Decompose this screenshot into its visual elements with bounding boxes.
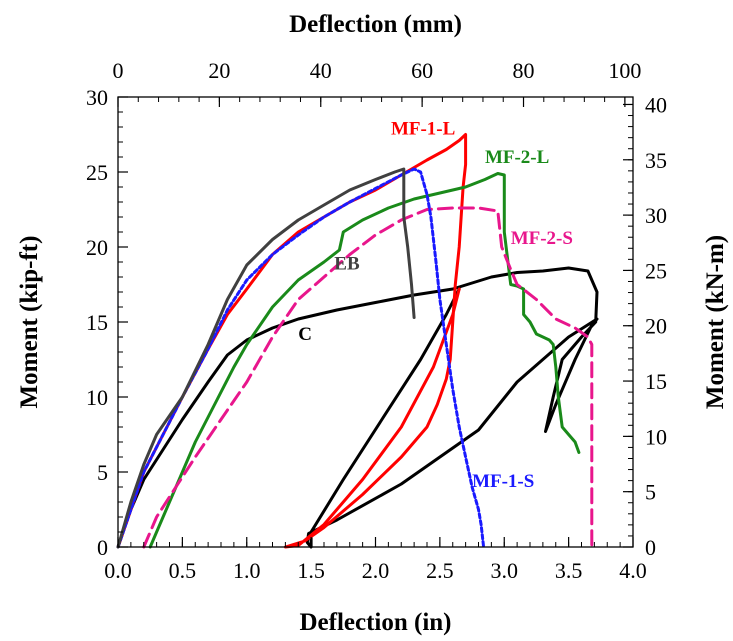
x-tick-label: 0.0: [104, 558, 132, 583]
x2-tick-label: 20: [208, 58, 230, 83]
x-tick-label: 3.0: [491, 558, 519, 583]
y2-tick-label: 0: [645, 535, 656, 560]
series-line-mf-1-l: [116, 133, 468, 549]
series-label-mf-1-s: MF-1-S: [472, 471, 534, 492]
top-x-axis-title: Deflection (mm): [289, 11, 462, 38]
annotations-layer: MF-1-L MF-2-L MF-2-S EB C MF-1-S: [298, 119, 573, 493]
x-tick-label: 4.0: [619, 558, 647, 583]
y-tick-label: 5: [97, 460, 108, 485]
series-label-mf-2-s: MF-2-S: [511, 228, 573, 249]
x2-tick-label: 40: [310, 58, 332, 83]
y2-tick-label: 5: [645, 480, 656, 505]
y-tick-label: 10: [86, 385, 108, 410]
x-tick-label: 0.5: [169, 558, 197, 583]
y-tick-label: 30: [86, 85, 108, 110]
labels-layer: 0.0 0.5 1.0 1.5 2.0 2.5 3.0 3.5 4.00 20 40 60 80 1000…: [86, 58, 667, 583]
series-line-mf-2-l: [148, 172, 581, 549]
series-label-c: C: [298, 324, 312, 345]
x-tick-label: 2.0: [362, 558, 390, 583]
y2-tick-label: 40: [645, 92, 667, 117]
series-label-mf-2-l: MF-2-L: [485, 147, 549, 168]
y-tick-label: 25: [86, 160, 108, 185]
plot-frame: [117, 96, 634, 548]
series-line-eb: [116, 167, 416, 549]
y2-tick-label: 10: [645, 424, 667, 449]
series-label-mf-1-l: MF-1-L: [391, 119, 455, 140]
series-layer: [116, 133, 599, 549]
x-axis-title: Deflection (in): [299, 609, 451, 636]
x2-tick-label: 0: [113, 58, 124, 83]
y2-tick-label: 30: [645, 203, 667, 228]
x-tick-label: 3.5: [555, 558, 583, 583]
x-tick-label: 2.5: [426, 558, 454, 583]
y-axis-title: Moment (kip-ft): [16, 236, 43, 409]
y2-tick-label: 20: [645, 314, 667, 339]
x2-tick-label: 80: [513, 58, 535, 83]
ticks-layer: [117, 96, 634, 548]
y-tick-label: 20: [86, 235, 108, 260]
right-y-axis-title: Moment (kN-m): [702, 235, 729, 409]
x2-tick-label: 60: [411, 58, 433, 83]
y2-tick-label: 35: [645, 148, 667, 173]
series-line-mf-2-s: [142, 206, 594, 549]
x-tick-label: 1.5: [297, 558, 325, 583]
y2-tick-label: 15: [645, 369, 667, 394]
y-tick-label: 0: [97, 535, 108, 560]
x2-tick-label: 100: [608, 58, 641, 83]
y-tick-label: 15: [86, 310, 108, 335]
series-line-c: [116, 266, 599, 549]
x-tick-label: 1.0: [233, 558, 261, 583]
y2-tick-label: 25: [645, 258, 667, 283]
series-label-eb: EB: [334, 254, 360, 275]
